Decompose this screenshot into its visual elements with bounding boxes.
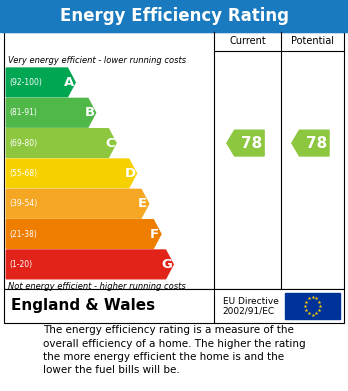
Text: A: A xyxy=(64,76,74,89)
Text: F: F xyxy=(150,228,159,240)
Text: The energy efficiency rating is a measure of the
overall efficiency of a home. T: The energy efficiency rating is a measur… xyxy=(43,325,305,375)
Text: 78: 78 xyxy=(241,136,262,151)
Text: Not energy efficient - higher running costs: Not energy efficient - higher running co… xyxy=(8,282,186,291)
Polygon shape xyxy=(6,250,173,279)
Text: C: C xyxy=(105,136,114,150)
Text: England & Wales: England & Wales xyxy=(11,298,155,314)
Text: (92-100): (92-100) xyxy=(10,78,42,87)
Text: (21-38): (21-38) xyxy=(10,230,38,239)
Text: Current: Current xyxy=(229,36,266,47)
Text: Potential: Potential xyxy=(291,36,334,47)
Text: (55-68): (55-68) xyxy=(10,169,38,178)
Polygon shape xyxy=(6,189,149,218)
Polygon shape xyxy=(227,130,264,156)
Bar xyxy=(4,289,344,323)
Text: (69-80): (69-80) xyxy=(10,138,38,147)
Text: G: G xyxy=(161,258,172,271)
Polygon shape xyxy=(292,130,329,156)
Bar xyxy=(0,0,348,32)
Text: EU Directive: EU Directive xyxy=(223,297,279,306)
Bar xyxy=(285,293,340,319)
Text: (1-20): (1-20) xyxy=(10,260,33,269)
Text: 78: 78 xyxy=(306,136,327,151)
Polygon shape xyxy=(6,68,75,97)
Bar xyxy=(4,32,344,289)
Text: (39-54): (39-54) xyxy=(10,199,38,208)
Polygon shape xyxy=(6,159,136,188)
Text: Energy Efficiency Rating: Energy Efficiency Rating xyxy=(60,7,288,25)
Text: E: E xyxy=(138,197,147,210)
Text: B: B xyxy=(84,106,94,119)
Text: Very energy efficient - lower running costs: Very energy efficient - lower running co… xyxy=(8,56,186,65)
Text: (81-91): (81-91) xyxy=(10,108,38,117)
Polygon shape xyxy=(6,129,116,158)
Text: D: D xyxy=(125,167,136,180)
Polygon shape xyxy=(6,99,96,127)
Text: 2002/91/EC: 2002/91/EC xyxy=(223,306,275,315)
Polygon shape xyxy=(6,220,161,248)
